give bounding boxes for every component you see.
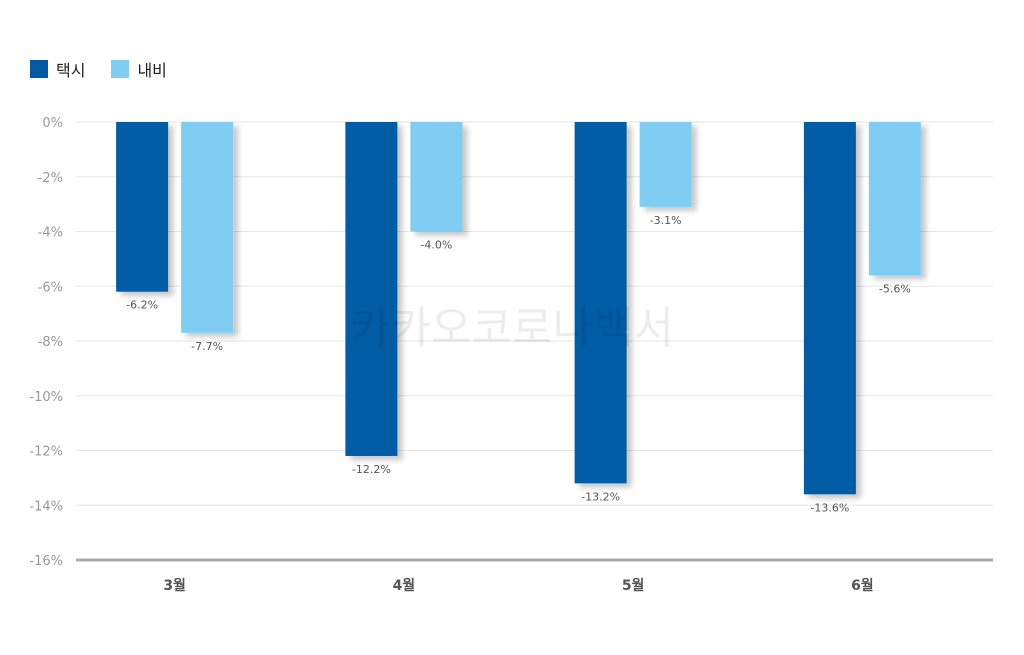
y-tick-label: 0% xyxy=(42,116,63,131)
legend-item-navi[interactable]: 내비 xyxy=(111,57,167,81)
y-tick-label: -2% xyxy=(38,171,63,186)
bar[interactable] xyxy=(639,122,692,207)
bar[interactable] xyxy=(803,122,856,495)
bar[interactable] xyxy=(116,122,169,292)
data-label: -4.0% xyxy=(420,239,452,252)
legend-item-taxi[interactable]: 택시 xyxy=(30,57,85,81)
y-tick-label: -10% xyxy=(29,390,63,405)
data-label: -6.2% xyxy=(126,299,158,312)
x-category-label: 6월 xyxy=(851,577,874,594)
bar[interactable] xyxy=(410,122,463,232)
x-category-label: 4월 xyxy=(393,577,416,594)
legend-label-navi: 내비 xyxy=(137,61,167,80)
legend-label-taxi: 택시 xyxy=(56,61,86,80)
data-label: -12.2% xyxy=(352,463,391,476)
watermark-text: 카카오코로나백서 xyxy=(350,303,674,354)
y-tick-label: -12% xyxy=(29,445,63,460)
bar[interactable] xyxy=(181,122,234,333)
y-tick-label: -14% xyxy=(29,499,63,514)
data-label: -13.6% xyxy=(810,501,849,514)
x-category-label: 5월 xyxy=(622,577,645,594)
x-category-label: 3월 xyxy=(163,577,186,594)
data-label: -7.7% xyxy=(191,340,223,353)
data-label: -13.2% xyxy=(581,490,620,503)
data-label: -3.1% xyxy=(650,214,682,227)
bar[interactable] xyxy=(345,122,398,456)
legend: 택시 내비 xyxy=(30,57,193,81)
y-tick-label: -16% xyxy=(29,554,63,569)
y-tick-label: -6% xyxy=(38,280,63,295)
y-tick-label: -8% xyxy=(38,335,63,350)
bar[interactable] xyxy=(574,122,627,484)
data-label: -5.6% xyxy=(879,282,911,295)
y-tick-label: -4% xyxy=(38,226,63,241)
bar[interactable] xyxy=(868,122,921,276)
legend-swatch-taxi xyxy=(30,60,48,78)
legend-swatch-navi xyxy=(111,60,130,78)
